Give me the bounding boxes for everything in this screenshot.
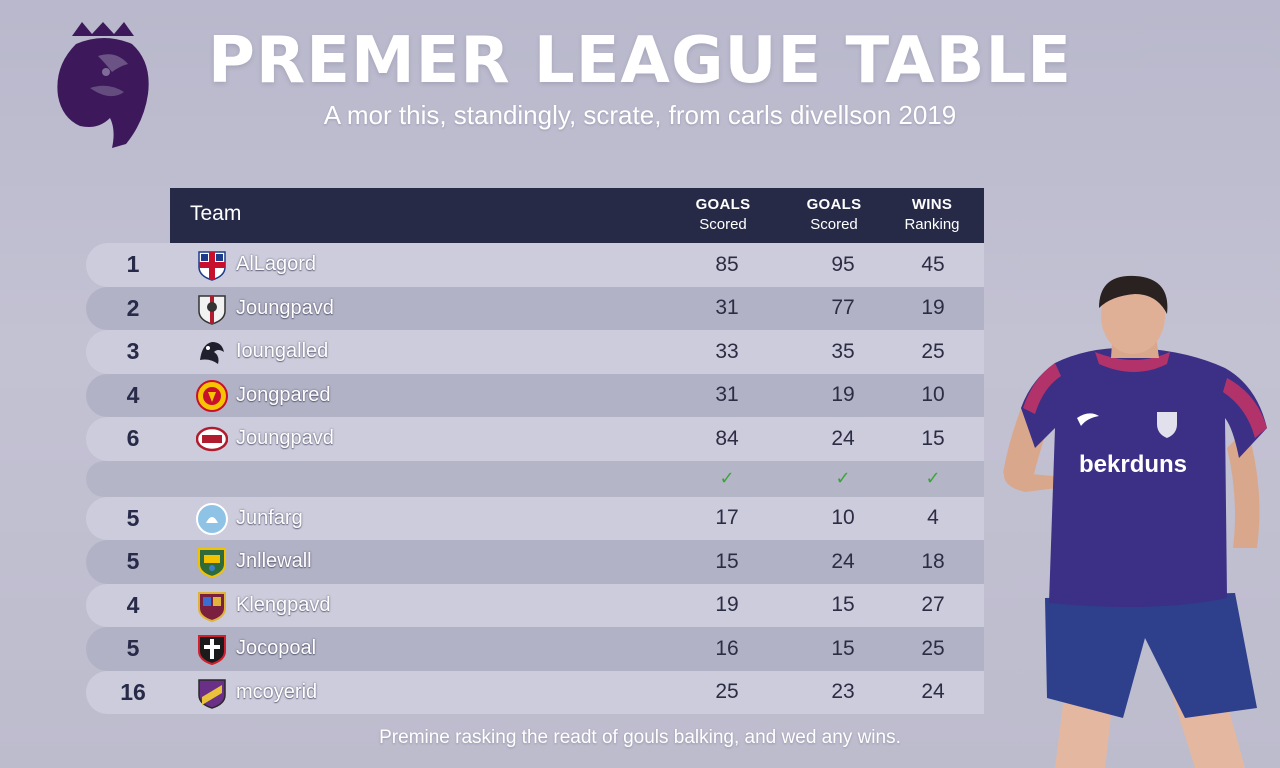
team-name: mcoyerid xyxy=(236,680,318,703)
table-header: Team GOALS Scored GOALS Scored WINS Rank… xyxy=(170,188,984,243)
header-goals-scored-1: GOALS Scored xyxy=(695,196,751,233)
header-goals-scored-2: GOALS Scored xyxy=(806,196,862,233)
page-title: PREMER LEAGUE TABLE xyxy=(208,24,1072,98)
goals-scored-value: 16 xyxy=(715,636,739,660)
team-crest-icon xyxy=(198,251,226,281)
goals-scored-value: 24 xyxy=(831,549,855,573)
goals-scored-value: 17 xyxy=(715,506,739,530)
team-name: Junfarg xyxy=(236,506,303,529)
goals-scored-value: 31 xyxy=(715,383,739,407)
table-row: 4 Jongpared 31 19 10 xyxy=(86,373,984,417)
team-crest-icon xyxy=(196,502,228,535)
wins-ranking-value: 24 xyxy=(921,680,945,704)
wins-ranking-value: 45 xyxy=(921,252,945,276)
goals-scored-value: 25 xyxy=(715,680,739,704)
header-team: Team xyxy=(190,202,242,225)
row-rank: 5 xyxy=(126,635,140,662)
wins-ranking-value: 10 xyxy=(921,383,945,407)
table-row: 2 Joungpavd 31 77 19 xyxy=(86,286,984,330)
table-row: 5 Jnllewall 15 24 18 xyxy=(86,540,984,584)
football-player-image: bekrduns xyxy=(1003,275,1267,768)
team-crest-icon xyxy=(198,591,226,622)
team-name: Joungpavd xyxy=(236,427,334,450)
goals-scored-value: 15 xyxy=(715,549,739,573)
goals-scored-value: 95 xyxy=(831,252,855,276)
team-crest-icon xyxy=(196,379,228,412)
goals-scored-value: 33 xyxy=(715,339,739,363)
goals-scored-value: 24 xyxy=(831,426,855,450)
goals-scored-value: 31 xyxy=(715,296,739,320)
team-crest-icon xyxy=(198,635,226,665)
team-crest-icon xyxy=(198,294,226,325)
team-crest-icon xyxy=(198,678,226,709)
row-rank: 6 xyxy=(126,425,140,452)
table-row: 3 Ioungalled 33 35 25 xyxy=(86,330,984,374)
wins-ranking-value: 18 xyxy=(921,549,945,573)
check-icon: ✓ xyxy=(835,468,851,488)
table-row: 5 Junfarg 17 10 4 xyxy=(86,496,984,540)
table-row: 4 Klengpavd 19 15 27 xyxy=(86,583,984,627)
page-subtitle: A mor this, standingly, scrate, from car… xyxy=(323,100,957,130)
goals-scored-value: 10 xyxy=(831,506,855,530)
row-rank: 2 xyxy=(126,294,140,321)
team-name: Ioungalled xyxy=(236,340,329,363)
table-row: 6 Joungpavd 84 24 15 xyxy=(86,417,984,461)
wins-ranking-value: 25 xyxy=(921,636,945,660)
goals-scored-value: 35 xyxy=(831,339,855,363)
team-crest-icon xyxy=(196,426,228,452)
row-rank: 5 xyxy=(126,548,140,575)
row-rank: 16 xyxy=(120,678,146,705)
team-name: Klengpavd xyxy=(236,593,331,616)
goals-scored-value: 15 xyxy=(831,593,855,617)
row-rank: 4 xyxy=(126,381,140,408)
footer-caption: Premine rasking the readt of gouls balki… xyxy=(379,727,901,748)
team-crest-icon xyxy=(198,548,226,578)
row-rank: 1 xyxy=(126,251,140,278)
goals-scored-value: 23 xyxy=(831,680,855,704)
player-shirt-text: bekrduns xyxy=(1079,451,1187,478)
goals-scored-value: 85 xyxy=(715,252,739,276)
goals-scored-value: 77 xyxy=(831,296,855,320)
table-row: 1 AlLagord 85 95 45 xyxy=(86,243,984,287)
premier-league-lion-logo xyxy=(57,22,149,148)
team-name: Jocopoal xyxy=(236,637,317,660)
goals-scored-value: 19 xyxy=(831,383,855,407)
wins-ranking-value: 15 xyxy=(921,426,945,450)
header-wins-ranking: WINS Ranking xyxy=(904,196,960,233)
team-name: Joungpavd xyxy=(236,296,334,319)
row-rank: 4 xyxy=(126,591,140,618)
row-rank: 3 xyxy=(126,338,140,365)
team-name: Jongpared xyxy=(236,383,331,406)
wins-ranking-value: 19 xyxy=(921,296,945,320)
check-row: ✓ ✓ ✓ xyxy=(86,460,984,497)
wins-ranking-value: 25 xyxy=(921,339,945,363)
team-crest-icon xyxy=(200,342,224,364)
wins-ranking-value: 4 xyxy=(927,506,939,530)
goals-scored-value: 19 xyxy=(715,593,739,617)
team-name: AlLagord xyxy=(236,253,317,276)
table-row: 16 mcoyerid 25 23 24 xyxy=(86,670,984,714)
check-icon: ✓ xyxy=(925,468,941,488)
table-row: 5 Jocopoal 16 15 25 xyxy=(86,627,984,671)
check-icon: ✓ xyxy=(719,468,735,488)
league-table-body: 1 AlLagord 85 95 45 2 Joungpavd 31 77 19… xyxy=(86,243,984,714)
row-rank: 5 xyxy=(126,504,140,531)
wins-ranking-value: 27 xyxy=(921,593,945,617)
goals-scored-value: 84 xyxy=(715,426,739,450)
goals-scored-value: 15 xyxy=(831,636,855,660)
team-name: Jnllewall xyxy=(236,550,312,573)
